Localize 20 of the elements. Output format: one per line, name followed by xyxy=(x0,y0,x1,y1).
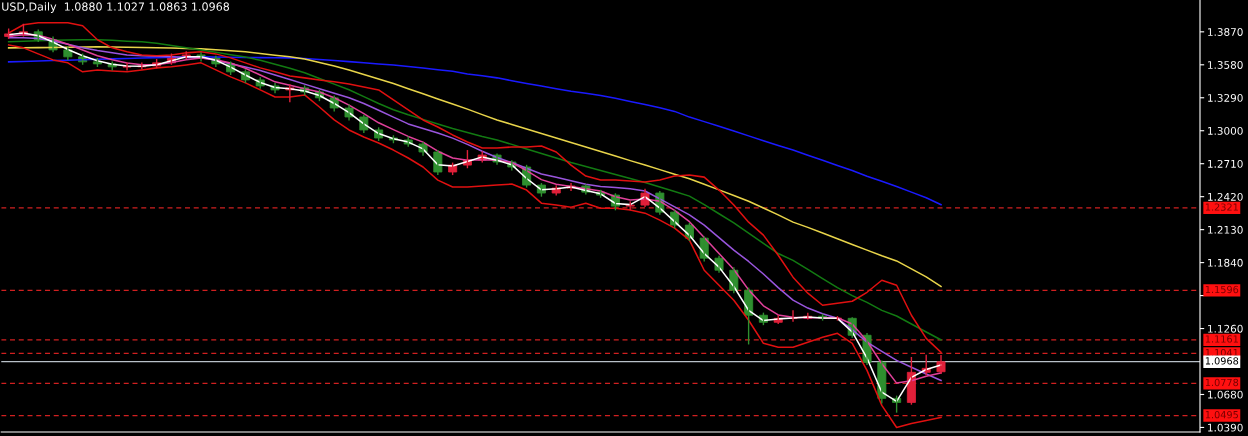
ref-line-label: 1.0968 xyxy=(1205,357,1239,365)
y-tick-label: 1.1260 xyxy=(1208,324,1243,333)
chart-title: USD,Daily 1.0880 1.1027 1.0863 1.0968 xyxy=(2,2,230,13)
y-tick-label: 1.1840 xyxy=(1208,258,1243,267)
y-tick-label: 1.2130 xyxy=(1208,225,1243,234)
y-tick-label: 1.3870 xyxy=(1208,28,1243,36)
y-tick-label: 1.3290 xyxy=(1208,93,1243,102)
y-tick-label: 1.3000 xyxy=(1208,126,1243,135)
y-tick-label: 1.0390 xyxy=(1208,423,1243,432)
ref-line-label: 1.1161 xyxy=(1205,335,1238,343)
y-tick-label: 1.2420 xyxy=(1208,192,1243,201)
ref-line-label: 1.1596 xyxy=(1205,285,1239,294)
ref-line-label: 1.0778 xyxy=(1205,378,1239,387)
y-tick-label: 1.0680 xyxy=(1208,390,1243,399)
ref-line-label: 1.1041 xyxy=(1205,348,1238,357)
ref-line-label: 1.2321 xyxy=(1205,203,1238,211)
y-tick-label: 1.3580 xyxy=(1208,61,1243,69)
ref-line-label: 1.0495 xyxy=(1205,410,1238,419)
line-series xyxy=(7,56,942,206)
y-tick-label: 1.2710 xyxy=(1208,159,1243,168)
